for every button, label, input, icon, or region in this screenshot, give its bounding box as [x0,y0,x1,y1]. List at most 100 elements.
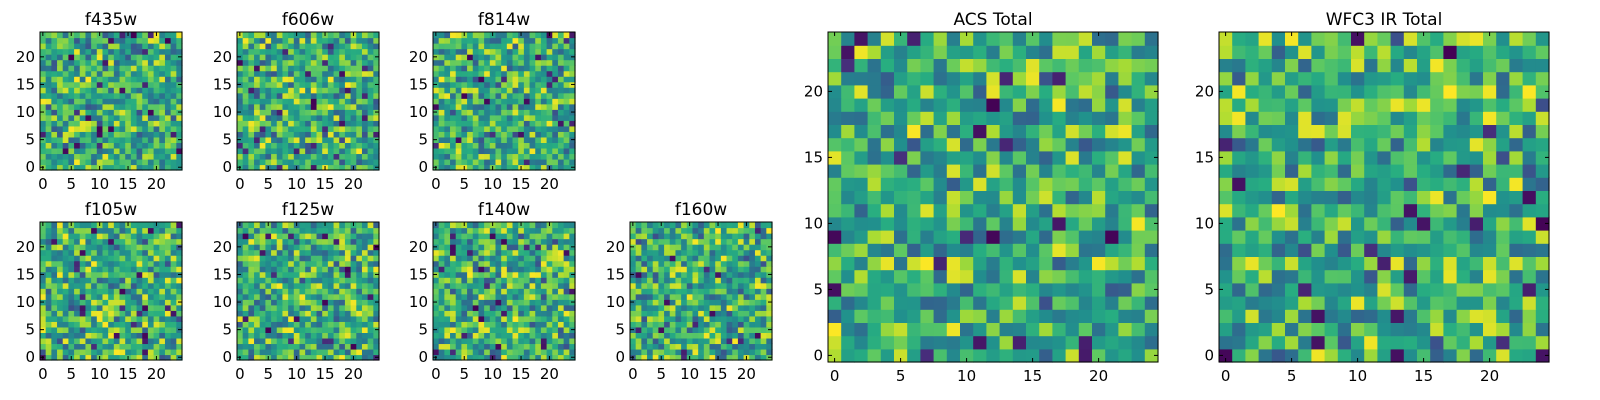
heatmap-cell [461,114,468,121]
heatmap-cell [506,98,514,105]
heatmap-cell [170,343,177,350]
heatmap-cell [760,321,767,328]
heatmap-cell [237,37,244,44]
heatmap-cell [142,222,149,229]
heatmap-cell [894,230,908,244]
heatmap-cell [529,343,536,350]
heatmap-cell [248,310,255,317]
heatmap-cell [237,147,244,155]
heatmap-cell [57,147,64,155]
heatmap-cell [322,109,329,116]
heatmap-cell [327,233,335,240]
heatmap-cell [164,65,172,72]
heatmap-cell [170,65,177,72]
heatmap-cell [506,271,514,278]
heatmap-cell [1012,203,1027,218]
heatmap-cell [57,293,64,300]
heatmap-cell [147,315,155,322]
heatmap-cell [698,326,705,333]
heatmap-cell [361,65,369,72]
heatmap-cell [350,315,357,322]
heatmap-cell [652,238,659,245]
heatmap-cell [478,48,485,55]
y-tick-label: 20 [213,48,232,66]
heatmap-cell [79,277,87,284]
heatmap-cell [444,337,451,345]
heatmap-cell [749,260,756,267]
heatmap-cell [635,282,642,289]
heatmap-cell [108,282,115,289]
heatmap-cell [535,131,542,138]
heatmap-cell [495,255,502,262]
heatmap-cell [467,354,474,361]
heatmap-cell [635,244,642,251]
heatmap-cell [933,164,948,178]
heatmap-cell [1131,203,1146,218]
heatmap-cell [472,136,480,143]
heatmap-cell [647,332,654,339]
heatmap-cell [546,293,553,300]
heatmap-cell [703,326,711,333]
heatmap-cell [242,142,249,149]
heatmap-cell [322,343,329,350]
heatmap-cell [96,233,104,240]
heatmap-cell [242,103,249,110]
heatmap-cell [108,354,115,361]
panel-title: f606w [282,10,334,30]
heatmap-cell [108,299,115,306]
heatmap-cell [478,153,485,160]
heatmap-cell [113,326,121,333]
heatmap-cell [854,177,869,191]
heatmap-cell [62,98,69,105]
heatmap-cell [119,125,126,132]
heatmap-cell [316,109,323,116]
heatmap-cell [57,304,64,311]
heatmap-cell [299,343,306,350]
heatmap-cell [569,48,576,55]
heatmap-cell [356,277,363,284]
heatmap-cell [305,227,312,234]
heatmap-cell [569,131,576,138]
heatmap-cell [1118,216,1133,231]
heatmap-cell [299,103,306,110]
heatmap-cell [703,304,711,311]
heatmap-cell [339,131,346,138]
heatmap-cell [489,92,497,99]
heatmap-cell [373,282,380,289]
heatmap-cell [1078,216,1093,231]
heatmap-cell [438,354,445,361]
heatmap-cell [176,321,183,328]
heatmap-cell [125,65,132,72]
heatmap-cell [960,309,974,323]
heatmap-cell [552,147,559,155]
heatmap-cell [535,227,542,234]
heatmap-cell [506,238,514,245]
heatmap-cell [259,244,266,251]
heatmap-cell [356,315,363,322]
heatmap-cell [159,299,166,306]
heatmap-cell [333,98,340,105]
heatmap-cell [74,136,81,143]
heatmap-cell [45,153,52,160]
heatmap-cell [79,266,87,273]
heatmap-cell [51,354,58,361]
heatmap-cell [40,255,47,262]
heatmap-cell [894,216,908,231]
heatmap-cell [142,255,149,262]
heatmap-cell [907,177,921,191]
heatmap-cell [749,354,756,361]
heatmap-cell [709,293,716,300]
heatmap-cell [455,227,462,234]
heatmap-cell [540,164,548,171]
heatmap-cell [501,109,508,116]
heatmap-cell [276,348,284,356]
heatmap-cell [85,332,92,339]
heatmap-cell [333,332,340,339]
heatmap-cell [726,343,733,350]
heatmap-cell [237,92,244,99]
heatmap-cell [130,249,138,256]
heatmap-cell [518,120,525,127]
heatmap-cell [1078,282,1093,297]
heatmap-cell [444,244,451,251]
heatmap-cell [316,288,323,295]
